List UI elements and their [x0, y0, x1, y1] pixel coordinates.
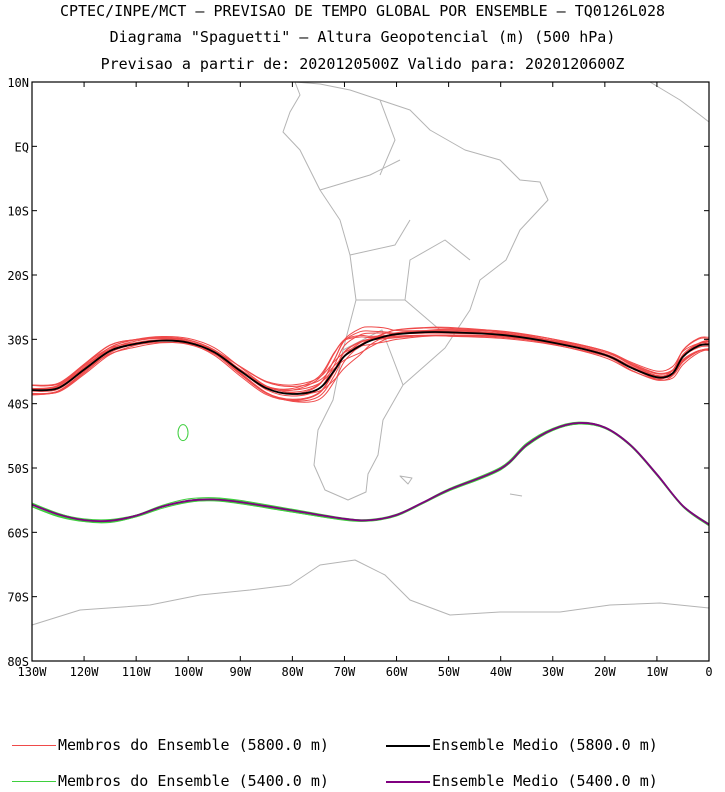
member-5800-line-12	[31, 334, 710, 400]
legend-swatch-members-5800	[12, 745, 56, 746]
member-5800-line-3	[31, 332, 710, 397]
x-tick-label: 50W	[438, 665, 460, 679]
y-tick-label: 50S	[7, 462, 29, 476]
legend-label-members-5800: Membros do Ensemble (5800.0 m)	[58, 736, 329, 754]
coastline-layer	[31, 81, 710, 626]
antarctica-coastline	[31, 559, 710, 626]
chart-title-line-1: CPTEC/INPE/MCT — PREVISAO DE TEMPO GLOBA…	[59, 2, 666, 20]
members-5400-group	[31, 421, 710, 527]
member-5400-line-1	[31, 422, 710, 526]
y-tick-label: 30S	[7, 333, 29, 347]
africa-coastline	[649, 81, 710, 123]
y-tick-label: 20S	[7, 269, 29, 283]
member-5400-line-4	[31, 422, 710, 526]
annotation-contour-1	[177, 424, 189, 442]
x-tick-label: 30W	[542, 665, 564, 679]
chart-title-line-2: Diagrama "Spaguetti" — Altura Geopotenci…	[109, 28, 616, 46]
member-5800-line-13	[31, 330, 710, 395]
y-axis-ticks: 10N EQ 10S 20S 30S 40S 50S 60S 70S 80S	[7, 76, 709, 669]
member-5400-line-3	[31, 422, 710, 527]
x-tick-label: 0	[705, 665, 712, 679]
member-5800-line-14	[31, 328, 710, 390]
legend-label-mean-5400: Ensemble Medio (5400.0 m)	[432, 772, 658, 790]
member-5400-line-6	[31, 423, 710, 525]
south-georgia	[509, 493, 523, 497]
x-tick-label: 100W	[174, 665, 204, 679]
x-tick-label: 120W	[70, 665, 100, 679]
legend-item-members-5400: Membros do Ensemble (5400.0 m)	[12, 772, 329, 790]
x-tick-label: 90W	[229, 665, 251, 679]
legend-item-mean-5800: Ensemble Medio (5800.0 m)	[386, 736, 658, 754]
mean-5800-line	[31, 331, 710, 395]
ensemble-mean-group	[31, 331, 710, 526]
country-borders	[319, 99, 471, 386]
member-5800-line-5	[31, 330, 710, 395]
legend-swatch-mean-5800	[386, 744, 430, 747]
annotation-group	[177, 424, 189, 442]
x-tick-label: 10W	[646, 665, 668, 679]
x-tick-label: 110W	[122, 665, 152, 679]
y-tick-label: 10S	[7, 205, 29, 219]
x-tick-label: 60W	[386, 665, 408, 679]
falkland-islands	[399, 475, 413, 485]
member-5400-line-2	[31, 423, 710, 526]
y-tick-label: 40S	[7, 398, 29, 412]
x-tick-label: 70W	[334, 665, 356, 679]
member-5800-line-2	[31, 326, 710, 393]
mean-5400-line	[31, 422, 710, 526]
south-america-coastline	[282, 81, 549, 501]
legend-item-members-5800: Membros do Ensemble (5800.0 m)	[12, 736, 329, 754]
x-tick-label: 80W	[282, 665, 304, 679]
member-5400-line-5	[31, 422, 710, 526]
legend-swatch-mean-5400	[386, 780, 430, 783]
legend-swatch-members-5400	[12, 781, 56, 782]
legend-label-members-5400: Membros do Ensemble (5400.0 m)	[58, 772, 329, 790]
member-5400-line-7	[31, 421, 710, 525]
y-tick-label: 70S	[7, 591, 29, 605]
members-5800-group	[31, 326, 710, 403]
legend-label-mean-5800: Ensemble Medio (5800.0 m)	[432, 736, 658, 754]
y-tick-label: 10N	[7, 76, 29, 90]
y-tick-label: 80S	[7, 655, 29, 669]
member-5400-line-8	[31, 423, 710, 525]
plot-frame	[31, 81, 710, 662]
legend-item-mean-5400: Ensemble Medio (5400.0 m)	[386, 772, 658, 790]
chart-title-line-3: Previsao a partir de: 2020120500Z Valido…	[100, 55, 625, 73]
x-tick-label: 40W	[490, 665, 512, 679]
x-tick-label: 20W	[594, 665, 616, 679]
y-tick-label: EQ	[15, 140, 29, 154]
x-tick-label: 130W	[18, 665, 48, 679]
x-axis-ticks: 130W 120W 110W 100W 90W 80W 70W 60W 50W 40W 30W 20W…	[18, 82, 713, 679]
y-tick-label: 60S	[7, 526, 29, 540]
